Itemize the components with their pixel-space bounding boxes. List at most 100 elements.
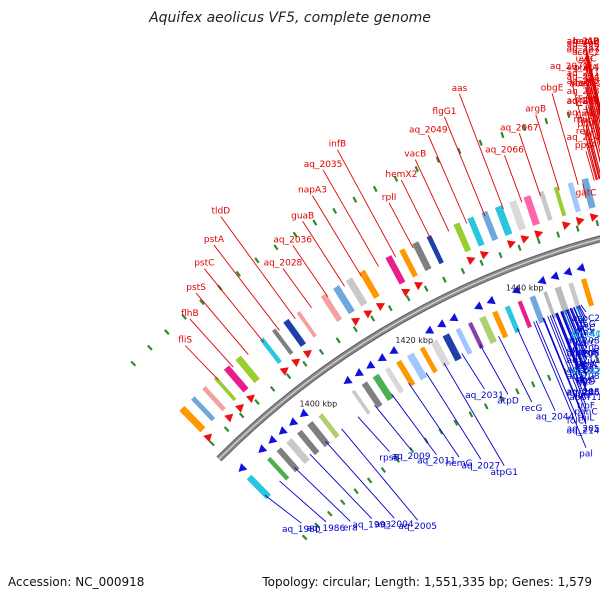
gene-label-aq-2144: aq_2144 [567,72,600,82]
reverse-gene-block [581,278,594,306]
leader-line [337,150,395,258]
leader-line [295,467,351,521]
tick-mark [148,345,152,349]
kbp-label: 1440 kbp [506,284,544,293]
tick-mark [287,374,291,379]
forward-arrow [507,240,516,248]
gene-label-hemx2: hemX2 [385,170,417,180]
tick-mark [545,118,547,124]
forward-arrow [291,359,300,367]
forward-arrow [351,318,360,326]
leader-line [504,155,521,202]
gene-label-psta: pstA [204,235,225,245]
tick-mark [516,389,518,394]
tick-mark [255,400,259,405]
leader-line [389,203,413,248]
reverse-arrow [378,353,387,361]
leader-line [323,170,378,267]
reverse-gene-block [468,322,484,349]
tick-mark [407,296,410,301]
reverse-arrow [355,368,364,376]
leader-line [519,133,540,196]
leader-line [312,196,361,277]
forward-gene-block [427,235,444,264]
genome-title: Aquifex aeolicus VF5, complete genome [148,10,431,26]
leader-line [375,405,412,450]
reverse-arrow [449,313,458,321]
gene-label-aq-2066: aq_2066 [485,145,524,155]
gene-label-fmt: fmt [578,388,594,398]
reverse-gene-block [518,301,532,329]
tick-mark [255,258,258,263]
forward-gene-block [272,328,293,355]
gene-label-aq-2067: aq_2067 [500,123,539,133]
tick-mark [532,382,534,388]
forward-gene-block [412,241,431,271]
genome-map: Aquifex aeolicus VF5, complete genome 14… [0,0,600,600]
reverse-arrow [425,326,434,334]
gene-label-rfag: rfaG [576,320,595,330]
forward-gene-block [297,311,317,338]
forward-gene-block [554,187,567,217]
tick-mark [368,478,372,483]
gene-label-argb: argB [525,105,546,115]
gene-label-obge: obgE [541,83,564,93]
gene-label-atpg1: atpG1 [490,468,517,478]
gene-label-pstc: pstC [194,259,214,269]
reverse-arrow [239,463,248,472]
reverse-arrow [258,444,267,453]
tick-mark [548,375,550,381]
tick-mark [131,362,135,366]
gene-label-flgg1: flgG1 [432,107,456,117]
gene-label-aq-2139: aq_2139 [567,97,600,107]
forward-gene-block [523,195,539,226]
gene-label-flhb: flhB [181,309,199,319]
summary-text: Topology: circular; Length: 1,551,335 bp… [261,575,592,589]
gene-label-rpli: rplI [382,193,397,203]
reverse-gene-block [543,291,556,319]
forward-arrow [303,350,312,358]
leader-line [283,268,312,307]
leader-line [462,354,485,390]
reverse-arrow [289,417,298,426]
leader-line [342,429,418,520]
tick-mark [425,286,428,291]
tick-mark [328,511,332,515]
reverse-arrow [268,435,277,444]
kbp-label: 1420 kbp [395,336,433,345]
tick-mark [443,277,446,282]
gene-label-gatc: gatC [575,188,596,198]
gene-label-napa3: napA3 [298,186,327,196]
reverse-arrow [474,301,483,309]
forward-arrow [401,289,410,297]
reverse-arrow [366,360,375,368]
forward-arrow [480,251,489,259]
leader-line [303,221,345,286]
forward-gene-block [539,191,553,221]
reverse-arrow [550,271,559,280]
tick-mark [165,330,169,334]
forward-gene-block [202,386,226,411]
reverse-arrow [563,267,572,276]
tick-mark [337,338,340,343]
reverse-arrow [300,409,309,418]
forward-gene-block [283,319,306,347]
forward-arrow [376,303,385,311]
tick-mark [225,427,229,431]
leader-line [280,481,326,522]
tick-mark [462,268,464,273]
gene-label-infb: infB [329,140,347,150]
tick-mark [577,226,579,232]
forward-arrow [246,395,255,404]
forward-gene-block [495,205,512,236]
leader-line [204,269,263,343]
gene-label-aq-t41: aq_t41 [571,330,600,340]
tick-mark [480,260,482,266]
gene-label-guab: guaB [291,211,314,221]
gene-label-flis: fliS [178,336,192,346]
gene-label-aas: aas [452,84,468,94]
reverse-arrow [437,319,446,327]
tick-mark [354,489,358,494]
forward-gene-block [385,255,405,285]
forward-arrow [235,404,244,413]
